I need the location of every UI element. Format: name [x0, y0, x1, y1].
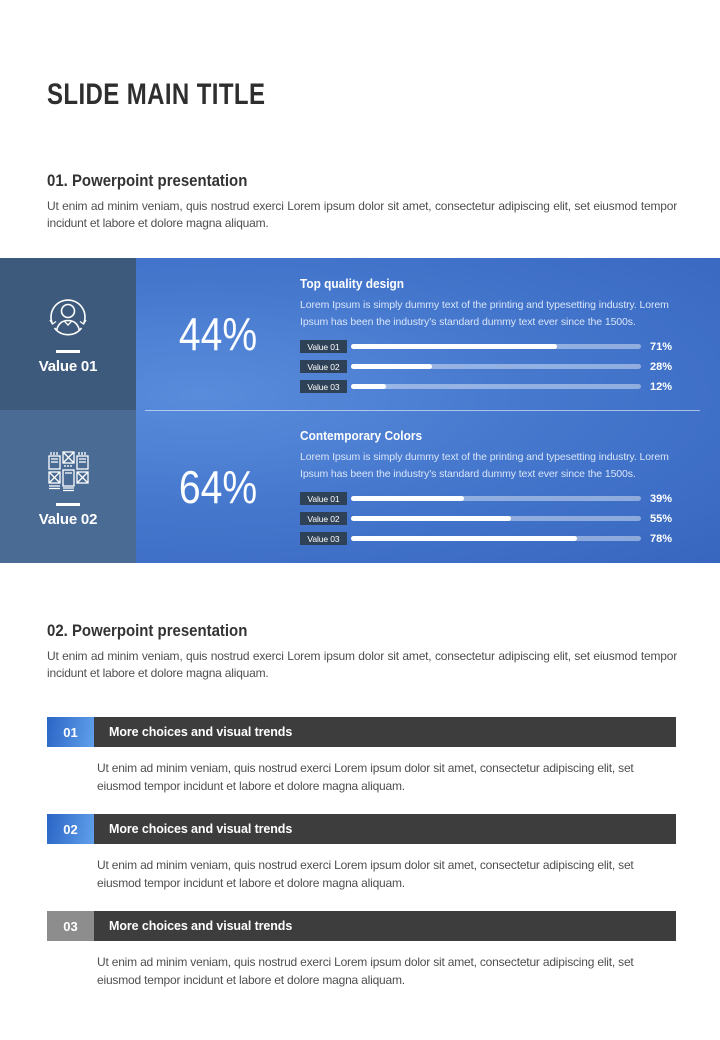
infographic-row-2-content: Contemporary Colors Lorem Ipsum is simpl…: [300, 410, 720, 563]
infographic-panel: Value 01 44% Top quality design Lorem Ip…: [0, 258, 720, 563]
bar-label: Value 02: [300, 360, 347, 373]
infographic-row-1-sidebar: Value 01: [0, 258, 136, 410]
bar-track: [351, 384, 641, 389]
item-body: Ut enim ad minim veniam, quis nostrud ex…: [97, 761, 634, 793]
progress-bar-row: Value 01 71%: [300, 340, 682, 353]
bar-label: Value 01: [300, 492, 347, 505]
section-02-body: Ut enim ad minim veniam, quis nostrud ex…: [47, 649, 677, 680]
list-item-03-header: 03 More choices and visual trends: [47, 911, 676, 941]
infographic-row-1: Value 01 44% Top quality design Lorem Ip…: [0, 258, 720, 410]
bar-track: [351, 344, 641, 349]
label-underline: [56, 350, 80, 353]
bar-label: Value 02: [300, 512, 347, 525]
infographic-row-2-bigzone: 64%: [136, 410, 300, 563]
progress-bar-row: Value 02 28%: [300, 360, 682, 373]
bar-percent: 39%: [650, 492, 673, 505]
list-item-02: 02 More choices and visual trends Ut eni…: [47, 814, 676, 892]
infographic-row-1-bigzone: 44%: [136, 258, 300, 410]
section-01: 01. Powerpoint presentation Ut enim ad m…: [47, 171, 677, 232]
bar-track: [351, 516, 641, 521]
item-number-badge: 02: [47, 814, 94, 844]
item-title: More choices and visual trends: [109, 725, 293, 739]
bar-fill: [351, 536, 578, 541]
page-title: SLIDE MAIN TITLE: [47, 78, 266, 111]
list-item-01-header: 01 More choices and visual trends: [47, 717, 676, 747]
bar-fill: [351, 384, 386, 389]
infographic-row-2: Value 02 64% Contemporary Colors Lorem I…: [0, 410, 720, 563]
bar-label: Value 03: [300, 532, 347, 545]
section-01-heading: 01. Powerpoint presentation: [47, 171, 248, 190]
progress-bars: Value 01 71% Value 02 28% Value 03 12%: [300, 340, 682, 393]
item-body: Ut enim ad minim veniam, quis nostrud ex…: [97, 955, 634, 987]
progress-bar-row: Value 02 55%: [300, 512, 682, 525]
list-item-02-header: 02 More choices and visual trends: [47, 814, 676, 844]
bar-track: [351, 496, 641, 501]
item-body: Ut enim ad minim veniam, quis nostrud ex…: [97, 858, 634, 890]
bar-fill: [351, 344, 557, 349]
item-title: More choices and visual trends: [109, 822, 293, 836]
bar-track: [351, 536, 641, 541]
bar-percent: 78%: [650, 532, 673, 545]
row-divider: [145, 410, 700, 411]
list-item-03: 03 More choices and visual trends Ut eni…: [47, 911, 676, 989]
infographic-row-2-label: Value 02: [38, 510, 98, 528]
bar-percent: 12%: [650, 380, 673, 393]
big-percentage-value: 44%: [178, 308, 258, 360]
progress-bar-row: Value 01 39%: [300, 492, 682, 505]
progress-bar-row: Value 03 12%: [300, 380, 682, 393]
bar-fill: [351, 364, 433, 369]
bar-fill: [351, 516, 511, 521]
progress-bar-row: Value 03 78%: [300, 532, 682, 545]
infographic-row-1-label: Value 01: [38, 358, 98, 375]
bar-percent: 55%: [650, 512, 673, 525]
bar-label: Value 01: [300, 340, 347, 353]
infographic-row-2-title: Contemporary Colors: [300, 429, 423, 443]
bar-percent: 71%: [650, 340, 673, 353]
infographic-row-1-content: Top quality design Lorem Ipsum is simply…: [300, 258, 720, 410]
list-item-01: 01 More choices and visual trends Ut eni…: [47, 717, 676, 795]
bar-label: Value 03: [300, 380, 347, 393]
bar-track: [351, 364, 641, 369]
numbered-items-list: 01 More choices and visual trends Ut eni…: [47, 717, 676, 1008]
infographic-row-1-title: Top quality design: [300, 277, 405, 291]
user-sync-icon: [43, 293, 93, 343]
section-02: 02. Powerpoint presentation Ut enim ad m…: [47, 621, 677, 682]
infographic-row-2-description: Lorem Ipsum is simply dummy text of the …: [300, 451, 669, 480]
section-02-heading: 02. Powerpoint presentation: [47, 621, 248, 640]
big-percentage-value: 64%: [178, 460, 258, 513]
item-title: More choices and visual trends: [109, 919, 293, 933]
wireframe-grid-icon: [43, 446, 93, 496]
bar-fill: [351, 496, 465, 501]
infographic-row-2-sidebar: Value 02: [0, 410, 136, 563]
label-underline: [56, 502, 80, 506]
item-number-badge: 03: [47, 911, 94, 941]
bar-percent: 28%: [650, 360, 673, 373]
progress-bars: Value 01 39% Value 02 55% Value 03 78%: [300, 492, 682, 545]
section-01-body: Ut enim ad minim veniam, quis nostrud ex…: [47, 199, 677, 230]
item-number-badge: 01: [47, 717, 94, 747]
infographic-row-1-description: Lorem Ipsum is simply dummy text of the …: [300, 299, 669, 328]
